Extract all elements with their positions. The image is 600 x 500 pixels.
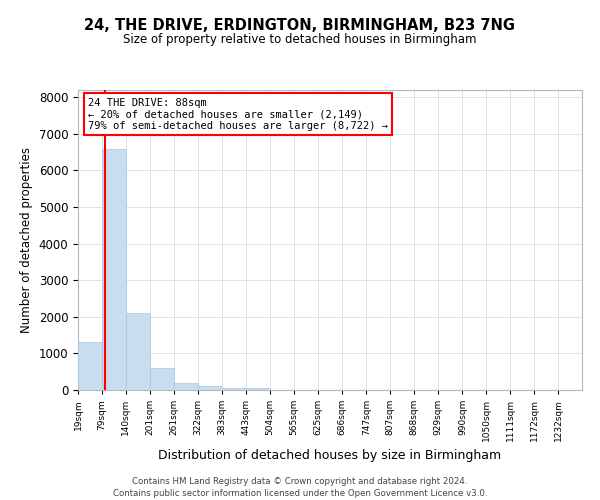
Bar xyxy=(222,388,246,390)
X-axis label: Distribution of detached houses by size in Birmingham: Distribution of detached houses by size … xyxy=(158,450,502,462)
Text: 24, THE DRIVE, ERDINGTON, BIRMINGHAM, B23 7NG: 24, THE DRIVE, ERDINGTON, BIRMINGHAM, B2… xyxy=(85,18,515,32)
Bar xyxy=(78,342,102,390)
Y-axis label: Number of detached properties: Number of detached properties xyxy=(20,147,33,333)
Text: 24 THE DRIVE: 88sqm
← 20% of detached houses are smaller (2,149)
79% of semi-det: 24 THE DRIVE: 88sqm ← 20% of detached ho… xyxy=(88,98,388,130)
Bar xyxy=(198,386,222,390)
Bar xyxy=(126,313,149,390)
Text: Contains public sector information licensed under the Open Government Licence v3: Contains public sector information licen… xyxy=(113,489,487,498)
Bar xyxy=(150,368,174,390)
Bar xyxy=(174,382,197,390)
Text: Contains HM Land Registry data © Crown copyright and database right 2024.: Contains HM Land Registry data © Crown c… xyxy=(132,478,468,486)
Text: Size of property relative to detached houses in Birmingham: Size of property relative to detached ho… xyxy=(123,32,477,46)
Bar xyxy=(102,148,125,390)
Bar xyxy=(246,388,269,390)
